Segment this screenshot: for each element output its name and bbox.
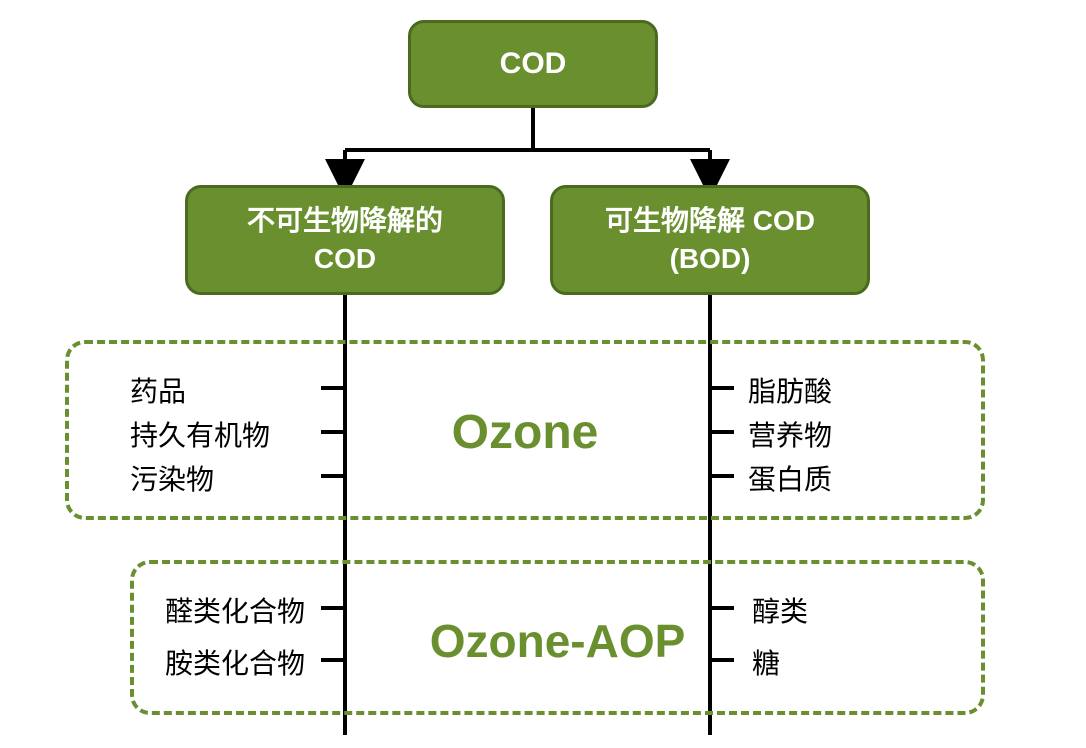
node-label-line1: 不可生物降解的 — [247, 202, 443, 240]
ozone-right-item: 脂肪酸 — [748, 370, 832, 410]
ozone-right-item: 蛋白质 — [748, 458, 832, 498]
aop-right-item: 糖 — [752, 642, 780, 682]
node-nonbiodegradable-cod: 不可生物降解的 COD — [185, 185, 505, 295]
node-biodegradable-cod-bod: 可生物降解 COD (BOD) — [550, 185, 870, 295]
ozone-left-item: 污染物 — [130, 458, 214, 498]
group-ozone-aop: Ozone-AOP — [130, 560, 985, 715]
aop-right-item: 醇类 — [752, 590, 808, 630]
ozone-left-item: 药品 — [130, 370, 186, 410]
node-cod-root: COD — [408, 20, 658, 108]
node-label-line1: 可生物降解 COD — [605, 202, 815, 240]
ozone-left-item: 持久有机物 — [130, 414, 270, 454]
aop-left-item: 醛类化合物 — [165, 590, 305, 630]
node-label-line2: (BOD) — [670, 240, 751, 278]
node-label: COD — [500, 44, 567, 85]
node-label-line2: COD — [314, 240, 376, 278]
aop-left-item: 胺类化合物 — [165, 642, 305, 682]
ozone-right-item: 营养物 — [748, 414, 832, 454]
